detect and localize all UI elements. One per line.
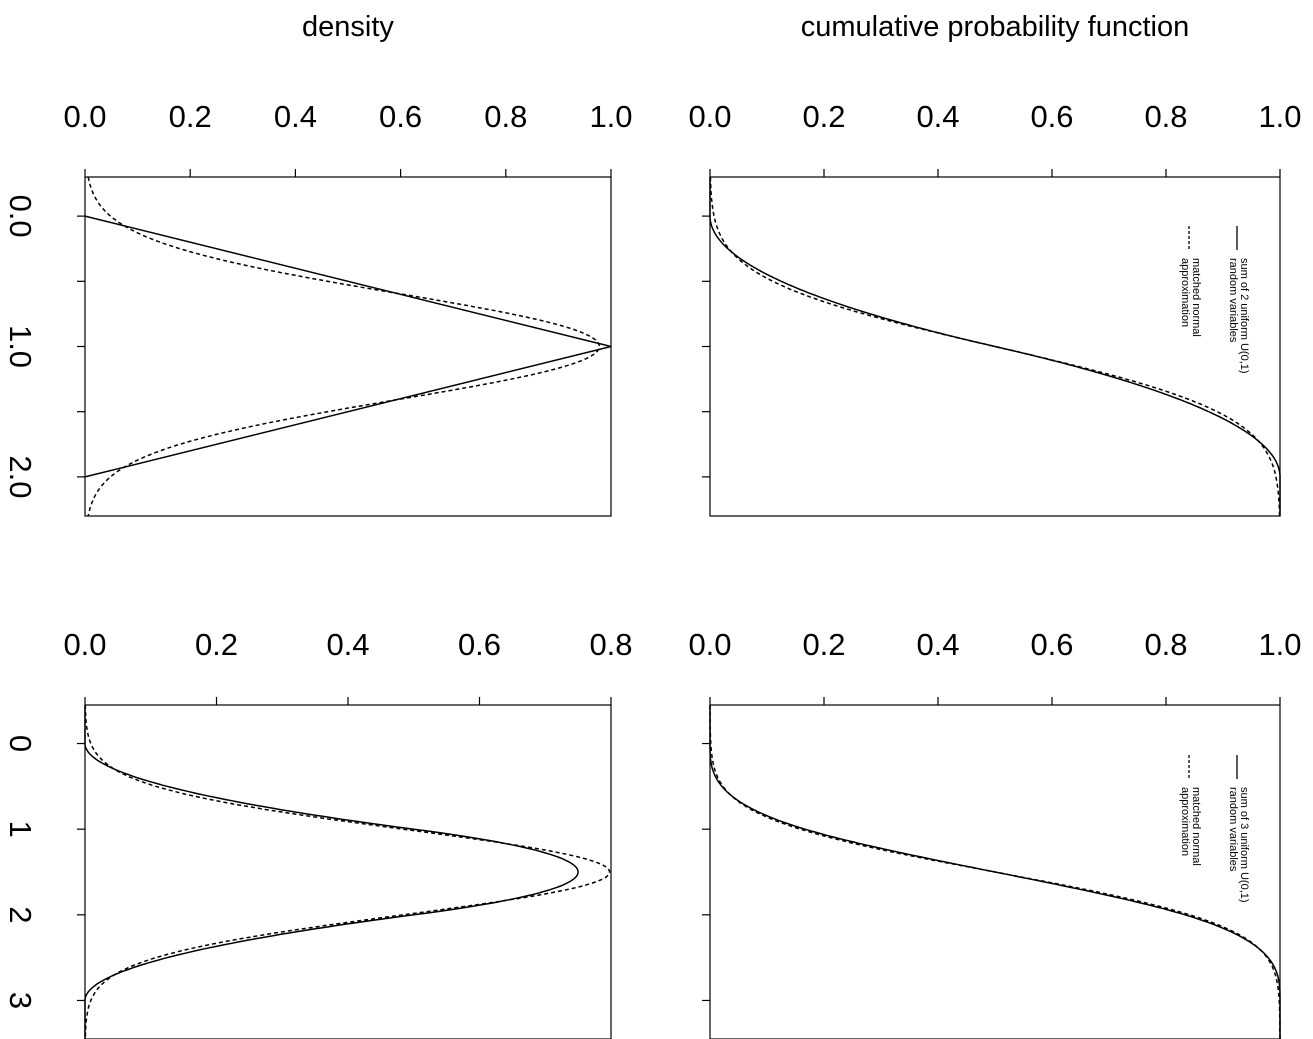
density-n3-side-tick-label: 0 — [3, 735, 38, 752]
density-n2-top-tick-label: 0.8 — [484, 99, 527, 134]
panels: 0.0 0.2 0.4 0.6 0.8 1.00.01.02.00.0 0.2 0.4 0.6 0… — [3, 99, 1302, 1039]
density-column-title: density — [302, 11, 394, 43]
legend-solid-label: sum of 3 uniform U(0,1) — [1238, 787, 1250, 903]
density-n3-top-tick-label: 0.4 — [326, 627, 369, 662]
density-n3-normal-approx-line — [84, 705, 611, 1039]
legend-three: sum of 3 uniform U(0,1)random variables m… — [1179, 755, 1250, 903]
cdf-n3-top-tick-label: 1.0 — [1258, 627, 1301, 662]
density-n3-top-tick-label: 0.2 — [195, 627, 238, 662]
density-n2-panel: 0.0 0.2 0.4 0.6 0.8 1.0 0.0 1.0 2.0 — [3, 99, 633, 517]
cdf-column-title: cumulative probability function — [801, 11, 1189, 43]
legend-dashed-label: matched normal — [1190, 258, 1202, 337]
density-n2-frame — [84, 176, 612, 517]
density-n3-sum-line — [84, 705, 579, 1039]
density-n3-top-tick-label: 0.6 — [458, 627, 501, 662]
cdf-n3-frame — [709, 704, 1281, 1039]
density-n2-side-tick-label: 1.0 — [3, 325, 38, 368]
density-n2-top-tick-label: 0.0 — [63, 99, 106, 134]
cdf-n3-top-tick-label: 0.2 — [802, 627, 845, 662]
cdf-n2-top-tick-label: 0.8 — [1144, 99, 1187, 134]
density-n2-side-tick-label: 2.0 — [3, 455, 38, 498]
legend-dashed-label: matched normal — [1190, 787, 1202, 866]
density-n2-normal-approx-line — [87, 176, 601, 517]
cdf-n2-top-tick-label: 0.4 — [916, 99, 959, 134]
cdf-n3-normal-approx-line — [709, 705, 1281, 1039]
density-n3-top-tick-label: 0.0 — [63, 627, 106, 662]
legend-dashed-label: approximation — [1179, 258, 1191, 327]
density-n2-top-tick-label: 0.6 — [379, 99, 422, 134]
cdf-n3-panel: 0.0 0.2 0.4 0.6 0.8 1.0 — [688, 627, 1302, 1039]
legend-solid-label: random variables — [1227, 258, 1239, 343]
cdf-n3-top-tick-label: 0.4 — [916, 627, 959, 662]
density-n2-sum-line — [84, 215, 612, 478]
cdf-n3-top-tick-label: 0.6 — [1030, 627, 1073, 662]
cdf-n3-top-tick-label: 0.8 — [1144, 627, 1187, 662]
legend-solid-label: random variables — [1227, 787, 1239, 872]
density-n3-side-tick-label: 1 — [3, 821, 38, 838]
density-n3-side-tick-label: 2 — [3, 906, 38, 923]
density-n3-frame — [84, 704, 612, 1039]
density-n2-side-tick-label: 0.0 — [3, 195, 38, 238]
cdf-n2-top-tick-label: 1.0 — [1258, 99, 1301, 134]
cdf-n3-top-tick-label: 0.0 — [688, 627, 731, 662]
density-n3-top-tick-label: 0.8 — [589, 627, 632, 662]
cdf-n2-panel: 0.0 0.2 0.4 0.6 0.8 1.0 — [688, 99, 1302, 517]
legend-solid-label: sum of 2 uniform U(0,1) — [1238, 258, 1250, 374]
density-n2-top-tick-label: 0.4 — [274, 99, 317, 134]
legend-dashed-label: approximation — [1179, 787, 1191, 856]
cdf-n2-sum-line — [709, 177, 1281, 516]
density-n3-panel: 0.0 0.2 0.4 0.6 0.8 0 1 2 3 — [3, 627, 633, 1039]
legend-two: sum of 2 uniform U(0,1)random variables m… — [1179, 226, 1250, 374]
cdf-n2-top-tick-label: 0.0 — [688, 99, 731, 134]
density-n2-top-tick-label: 0.2 — [169, 99, 212, 134]
cdf-n2-top-tick-label: 0.6 — [1030, 99, 1073, 134]
density-n2-top-tick-label: 1.0 — [589, 99, 632, 134]
density-n3-side-tick-label: 3 — [3, 992, 38, 1009]
cdf-n2-top-tick-label: 0.2 — [802, 99, 845, 134]
cdf-n2-normal-approx-line — [709, 177, 1281, 516]
